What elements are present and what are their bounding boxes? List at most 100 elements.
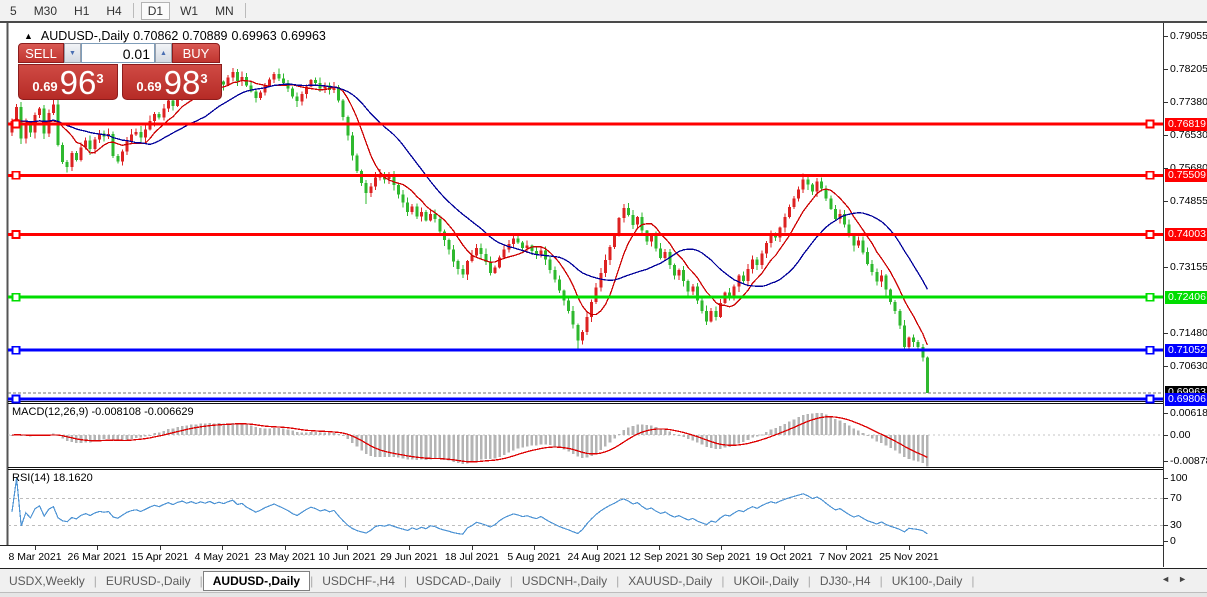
date-label: 29 Jun 2021 [380,551,438,563]
toolbar-separator [132,3,134,18]
tab-separator: | [807,573,811,588]
timeframe-button-M30[interactable]: M30 [33,3,58,18]
rsi-axis-label: 100 [1164,472,1188,485]
tab-separator: | [403,573,408,588]
tab-usdcnh-daily[interactable]: USDCNH-,Daily [521,573,608,588]
timeframe-button-H1[interactable]: H1 [74,3,90,18]
rsi-title: RSI(14) [12,472,50,484]
price-axis-label: 0.78205 [1164,63,1207,76]
date-label: 25 Nov 2021 [879,551,939,563]
date-label: 5 Aug 2021 [507,551,561,563]
tab-usdx-weekly[interactable]: USDX,Weekly [9,573,85,588]
rsi-header: RSI(14) 18.1620 [12,472,93,484]
timeframe-button-W1[interactable]: W1 [180,3,199,18]
tab-audusd-daily[interactable]: AUDUSD-,Daily [202,570,311,591]
macd-axis-label: -0.00878 [1164,455,1207,468]
date-axis[interactable]: 8 Mar 2021 26 Mar 2021 15 Apr 2021 4 May 20… [0,545,1163,568]
date-tick [160,546,161,550]
date-tick [721,546,722,550]
sell-price-display[interactable]: 0.69 96 3 [18,64,118,100]
toolbar-separator [244,3,246,18]
date-tick [784,546,785,550]
tab-usdchf-h4[interactable]: USDCHF-,H4 [322,573,395,588]
ohlc-open: 0.70862 [133,29,179,43]
buy-button[interactable]: BUY [172,43,220,63]
date-tick [222,546,223,550]
tab-separator: | [879,573,883,588]
date-tick [472,546,473,550]
tab-separator: | [509,573,513,588]
date-tick [35,546,36,550]
rsi-axis-label: 0 [1164,535,1176,548]
tab-ukoil-daily[interactable]: UKOil-,Daily [733,573,799,588]
date-label: 24 Aug 2021 [567,551,627,563]
date-label: 30 Sep 2021 [691,551,751,563]
date-tick [909,546,910,550]
date-tick [597,546,598,550]
lot-size-input[interactable]: 0.01 [81,43,155,63]
buy-price-display[interactable]: 0.69 98 3 [122,64,222,100]
rsi-value: 18.1620 [52,472,93,484]
hline-price-chip: 0.75509 [1165,169,1207,182]
hline-price-chip: 0.76819 [1165,118,1207,131]
date-tick [285,546,286,550]
sell-price-big: 96 [59,64,97,101]
tabs-scroll-left-button[interactable]: ◄ [1161,574,1179,584]
tab-xauusd-daily[interactable]: XAUUSD-,Daily [628,573,713,588]
date-tick [846,546,847,550]
date-label: 26 Mar 2021 [67,551,127,563]
price-axis-label: 0.73155 [1164,261,1207,274]
date-label: 18 Jul 2021 [444,551,500,563]
macd-axis-label: 0.00 [1164,429,1190,442]
statusbar-strip [0,592,1207,597]
date-label: 12 Sep 2021 [629,551,689,563]
hline-price-chip: 0.71052 [1165,344,1207,357]
sell-price-small: 0.69 [32,79,58,94]
timeframe-button-5[interactable]: 5 [10,3,17,18]
price-axis-label: 0.77380 [1164,96,1207,109]
macd-title: MACD(12,26,9) [12,406,89,418]
tabs-scroll-right-button[interactable]: ► [1178,574,1195,584]
symbol-tab-bar: USDX,Weekly | EURUSD-,Daily | AUDUSD-,Daily |… [0,568,1207,592]
sell-button[interactable]: SELL [18,43,64,63]
tab-separator: | [616,573,620,588]
tab-uk100-daily[interactable]: UK100-,Daily [891,573,963,588]
buy-price-big: 98 [163,64,201,101]
macd-axis-label: 0.006181 [1164,407,1207,420]
macd-values: -0.008108 -0.006629 [91,406,194,418]
oneclick-trade-panel: SELL ▼ 0.01 ▲ BUY 0.69 96 3 0.69 98 3 [18,43,222,100]
price-axis-label: 0.76530 [1164,129,1207,142]
date-tick [534,546,535,550]
rsi-axis-label: 70 [1164,492,1182,505]
date-label: 23 May 2021 [254,551,316,563]
lot-increase-button[interactable]: ▲ [155,43,172,63]
price-axis[interactable]: 0.79055 0.78205 0.77380 0.76530 0.75680 0.748… [1163,23,1207,567]
oneclick-toggle-icon[interactable]: ▲ [24,31,33,41]
date-tick [97,546,98,550]
timeframe-toolbar: 5 M30 H1 H4 D1 W1 MN [0,0,1207,23]
tab-separator: | [310,573,314,588]
tab-dj30-h4[interactable]: DJ30-,H4 [819,573,871,588]
buy-price-sup: 3 [200,71,208,86]
ohlc-high: 0.70889 [182,29,228,43]
chart-info-line: ▲ AUDUSD-,Daily 0.70862 0.70889 0.69963 0.699… [24,29,330,43]
date-label: 7 Nov 2021 [819,551,873,563]
timeframe-button-D1[interactable]: D1 [140,1,171,20]
tab-separator: | [971,573,975,588]
chart-area[interactable] [0,23,1207,567]
price-axis-label: 0.70630 [1164,360,1207,373]
chart-symbol-period: AUDUSD-,Daily [40,29,130,43]
timeframe-button-MN[interactable]: MN [215,3,234,18]
lot-decrease-button[interactable]: ▼ [64,43,81,63]
tab-usdcad-daily[interactable]: USDCAD-,Daily [416,573,501,588]
tab-eurusd-daily[interactable]: EURUSD-,Daily [105,573,191,588]
tab-separator: | [199,573,203,588]
hline-price-chip: 0.72406 [1165,291,1207,304]
timeframe-button-H4[interactable]: H4 [106,3,122,18]
date-label: 8 Mar 2021 [8,551,62,563]
ohlc-close: 0.69963 [280,29,326,43]
date-tick [659,546,660,550]
date-label: 10 Jun 2021 [318,551,376,563]
